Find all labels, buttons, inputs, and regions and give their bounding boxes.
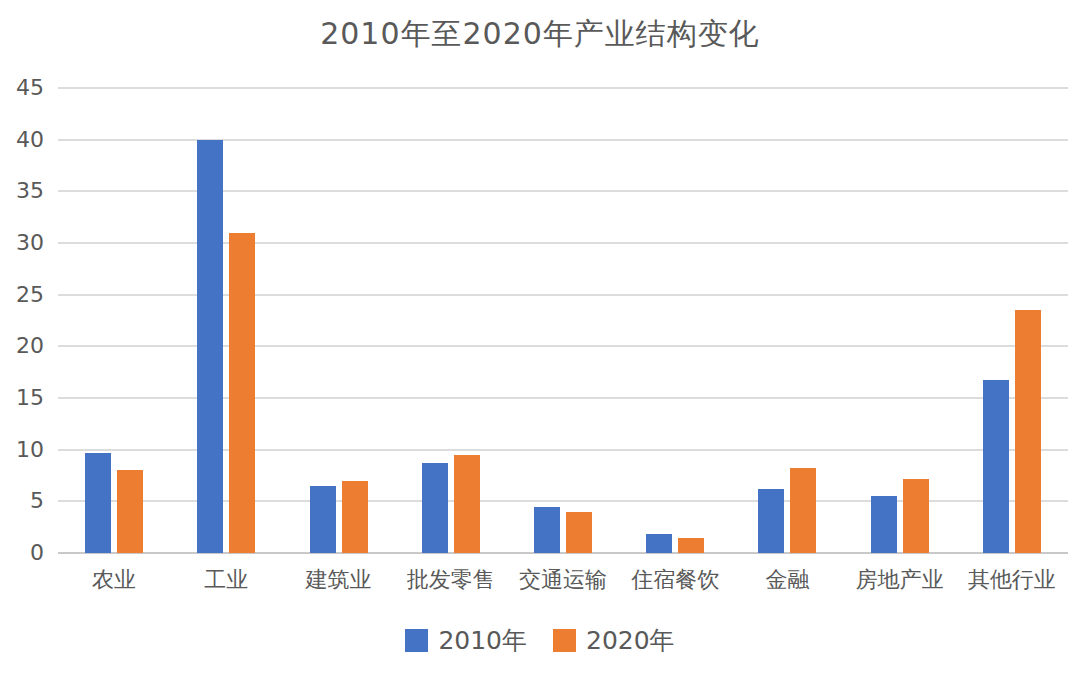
bar-2010年-建筑业 bbox=[310, 486, 336, 553]
y-tick-label-10: 10 bbox=[16, 439, 44, 461]
legend-label-2020: 2020年 bbox=[586, 624, 675, 657]
bar-2010年-住宿餐饮 bbox=[646, 534, 672, 553]
y-tick-label-5: 5 bbox=[30, 490, 44, 512]
y-tick-label-45: 45 bbox=[16, 77, 44, 99]
y-axis: 051015202530354045 bbox=[0, 88, 48, 553]
bar-group-批发零售: 批发零售 bbox=[395, 88, 507, 553]
bar-group-交通运输: 交通运输 bbox=[507, 88, 619, 553]
bar-2010年-其他行业 bbox=[983, 380, 1009, 553]
bar-2020年-批发零售 bbox=[454, 455, 480, 553]
legend-swatch-2010 bbox=[405, 629, 428, 652]
legend-item-2020: 2020年 bbox=[553, 624, 675, 657]
bar-2020年-交通运输 bbox=[566, 512, 592, 553]
bar-2010年-金融 bbox=[758, 489, 784, 553]
legend-label-2010: 2010年 bbox=[438, 624, 527, 657]
bar-groups: 农业工业建筑业批发零售交通运输住宿餐饮金融房地产业其他行业 bbox=[58, 88, 1068, 553]
y-tick-label-35: 35 bbox=[16, 180, 44, 202]
bar-2020年-房地产业 bbox=[903, 479, 929, 553]
bar-2010年-房地产业 bbox=[871, 496, 897, 553]
legend-swatch-2020 bbox=[553, 629, 576, 652]
bar-group-住宿餐饮: 住宿餐饮 bbox=[619, 88, 731, 553]
bar-2010年-农业 bbox=[85, 453, 111, 553]
x-axis-label-建筑业: 建筑业 bbox=[306, 565, 372, 595]
bar-group-房地产业: 房地产业 bbox=[844, 88, 956, 553]
y-tick-label-20: 20 bbox=[16, 335, 44, 357]
bar-2020年-农业 bbox=[117, 470, 143, 553]
bar-2020年-其他行业 bbox=[1015, 310, 1041, 553]
x-axis-label-工业: 工业 bbox=[204, 565, 248, 595]
bar-2010年-批发零售 bbox=[422, 463, 448, 553]
bar-group-工业: 工业 bbox=[170, 88, 282, 553]
bar-group-建筑业: 建筑业 bbox=[282, 88, 394, 553]
x-axis-label-房地产业: 房地产业 bbox=[856, 565, 944, 595]
y-tick-label-40: 40 bbox=[16, 129, 44, 151]
y-tick-label-15: 15 bbox=[16, 387, 44, 409]
y-tick-label-0: 0 bbox=[30, 542, 44, 564]
legend-item-2010: 2010年 bbox=[405, 624, 527, 657]
legend: 2010年 2020年 bbox=[0, 624, 1080, 657]
x-axis-label-批发零售: 批发零售 bbox=[407, 565, 495, 595]
bar-group-金融: 金融 bbox=[731, 88, 843, 553]
bar-2010年-工业 bbox=[197, 140, 223, 553]
x-axis-label-金融: 金融 bbox=[765, 565, 809, 595]
bar-group-农业: 农业 bbox=[58, 88, 170, 553]
x-axis-label-交通运输: 交通运输 bbox=[519, 565, 607, 595]
x-axis-label-农业: 农业 bbox=[92, 565, 136, 595]
plot-area: 农业工业建筑业批发零售交通运输住宿餐饮金融房地产业其他行业 bbox=[58, 88, 1068, 553]
y-tick-label-30: 30 bbox=[16, 232, 44, 254]
bar-2020年-工业 bbox=[229, 233, 255, 553]
y-tick-label-25: 25 bbox=[16, 284, 44, 306]
x-axis-label-其他行业: 其他行业 bbox=[968, 565, 1056, 595]
x-axis-label-住宿餐饮: 住宿餐饮 bbox=[631, 565, 719, 595]
bar-2020年-住宿餐饮 bbox=[678, 538, 704, 554]
bar-chart: 2010年至2020年产业结构变化 051015202530354045 农业工… bbox=[0, 0, 1080, 690]
chart-title: 2010年至2020年产业结构变化 bbox=[0, 14, 1080, 55]
bar-2020年-建筑业 bbox=[342, 481, 368, 553]
bar-2010年-交通运输 bbox=[534, 507, 560, 554]
bar-2020年-金融 bbox=[790, 468, 816, 553]
bar-group-其他行业: 其他行业 bbox=[956, 88, 1068, 553]
